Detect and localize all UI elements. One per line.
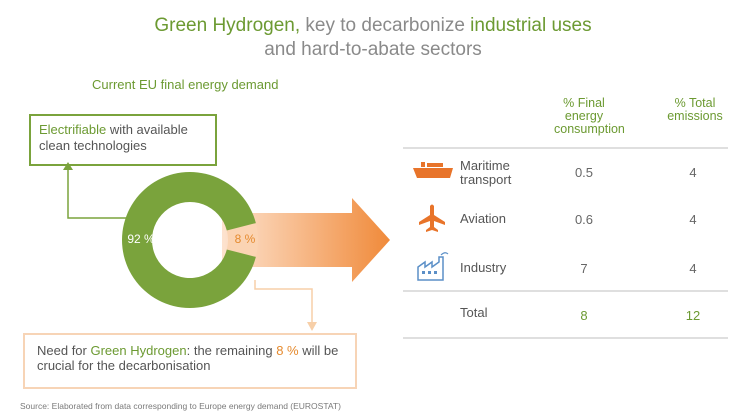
donut-slice-electrifiable <box>122 172 256 309</box>
need-text-e: will be crucial for the decarbonisation <box>37 343 339 373</box>
electrifiable-connector-head <box>63 162 73 170</box>
title-key-text: key to decarbonize <box>300 15 471 36</box>
cell-maritime-final: 0.5 <box>574 165 594 180</box>
donut-slice-hydrogen <box>226 223 258 257</box>
title-green-hydrogen: Green Hydrogen, <box>154 15 301 36</box>
source-note: Source: Elaborated from data correspondi… <box>20 401 341 411</box>
ship-icon <box>413 162 453 178</box>
need-green-hydrogen: Green Hydrogen <box>90 343 187 358</box>
donut-label-electrifiable: 92 % <box>127 232 155 246</box>
big-arrow <box>222 198 390 282</box>
cell-total-emissions: 12 <box>685 308 701 323</box>
cell-industry-emissions: 4 <box>689 261 697 276</box>
title-line-2: and hard-to-abate sectors <box>264 39 482 60</box>
factory-icon <box>417 252 449 281</box>
need-connector <box>254 280 313 324</box>
page-title: Green Hydrogen, key to decarbonize indus… <box>0 14 746 62</box>
row-label-maritime: Maritime transport <box>460 158 512 187</box>
row-label-total: Total <box>460 305 488 320</box>
col-head-emissions: % Total emissions <box>667 96 723 123</box>
cell-maritime-emissions: 4 <box>689 165 697 180</box>
cell-aviation-emissions: 4 <box>689 212 697 227</box>
title-industrial-uses: industrial uses <box>470 15 592 36</box>
need-connector-head <box>307 322 317 331</box>
electrifiable-box: Electrifiable with available clean techn… <box>29 114 217 166</box>
cell-industry-final: 7 <box>580 261 588 276</box>
cell-aviation-final: 0.6 <box>574 212 594 227</box>
donut-label-hydrogen: 8 % <box>235 232 256 246</box>
col-head-final-energy: % Final energy consumption <box>554 96 625 136</box>
cell-total-final: 8 <box>580 308 588 323</box>
airplane-icon <box>419 204 445 232</box>
need-green-hydrogen-box: Need for Green Hydrogen: the remaining 8… <box>23 333 357 389</box>
row-label-aviation: Aviation <box>460 211 507 226</box>
need-text-a: Need for <box>37 343 91 358</box>
row-label-industry: Industry <box>460 260 507 275</box>
need-text-c: : the remaining <box>186 343 277 358</box>
need-percent: 8 % <box>276 343 299 358</box>
electrifiable-text: with available clean technologies <box>39 122 188 153</box>
electrifiable-connector <box>67 168 128 219</box>
chart-subheading: Current EU final energy demand <box>92 77 279 92</box>
donut-slices <box>122 172 258 309</box>
title-line-1: Green Hydrogen, key to decarbonize indus… <box>0 14 746 38</box>
electrifiable-highlight: Electrifiable <box>39 122 107 137</box>
